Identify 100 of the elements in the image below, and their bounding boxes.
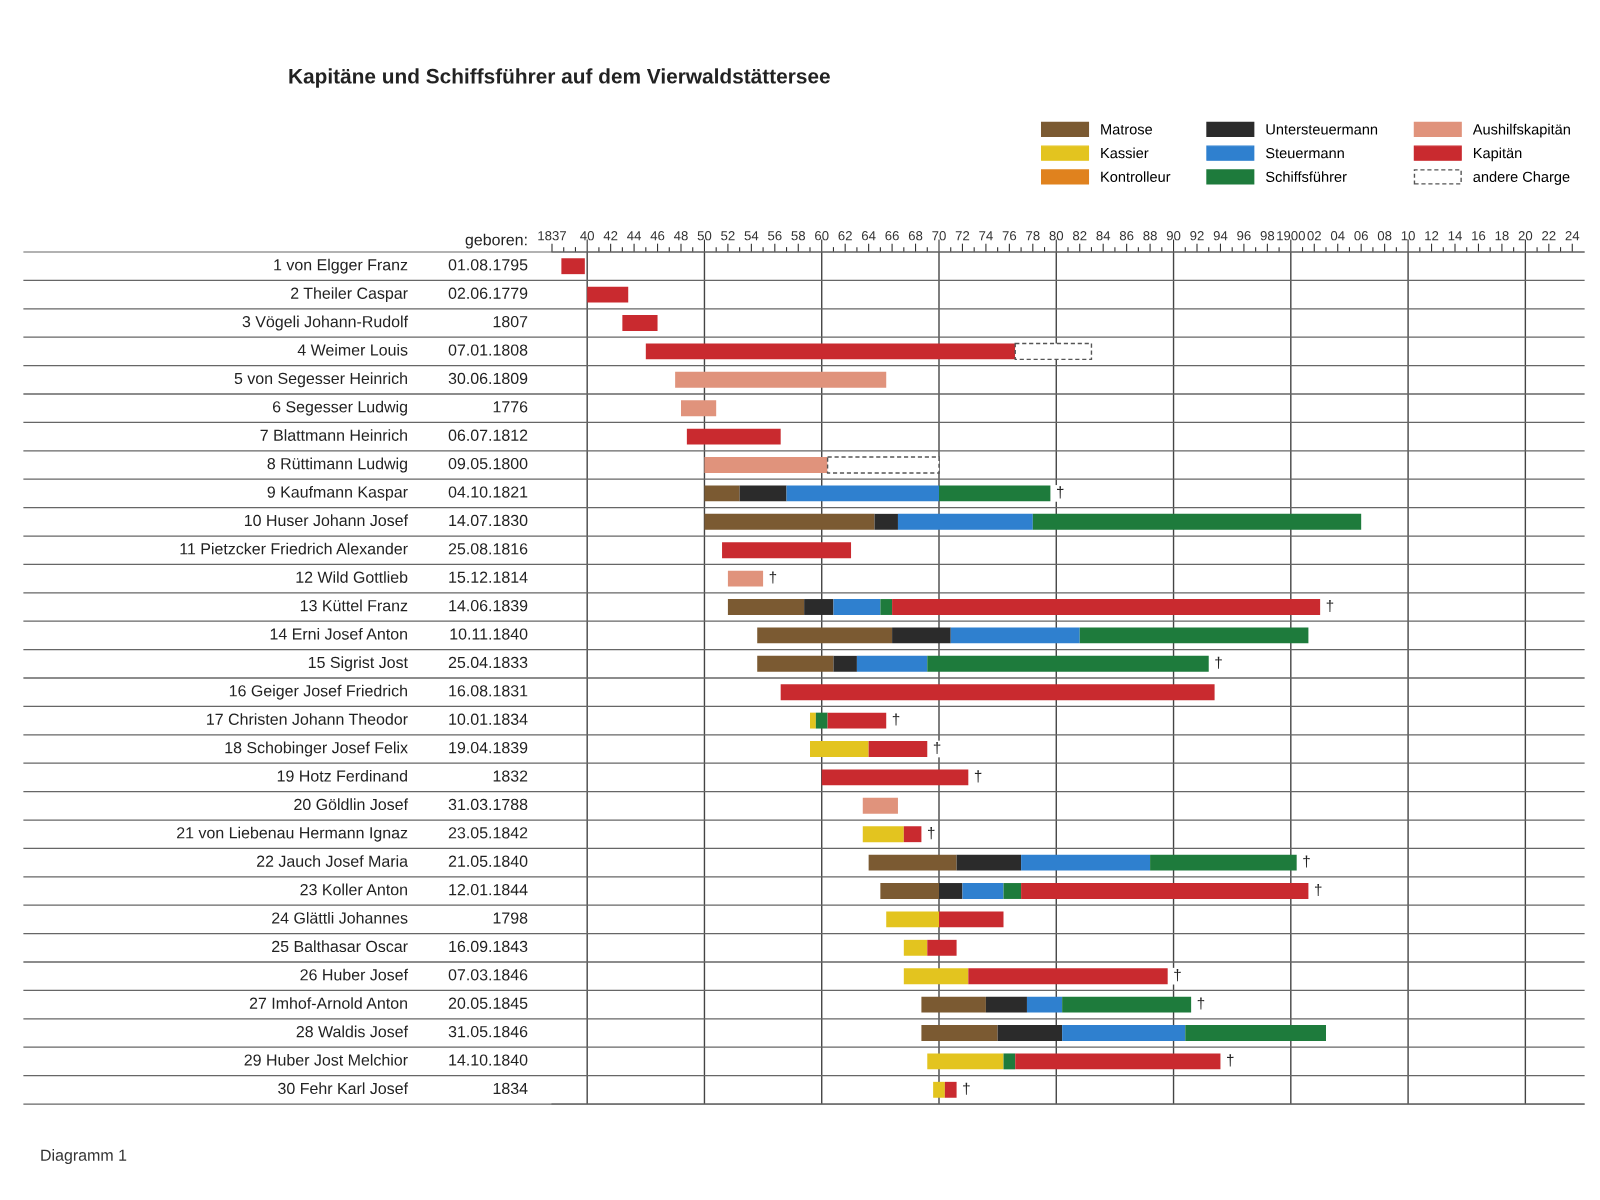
- x-tick-label: 50: [697, 231, 712, 241]
- y-tick-label: 4 Weimer Louis: [297, 343, 408, 356]
- x-tick-label: 06: [1354, 231, 1368, 241]
- legend-label: andere Charge: [1473, 171, 1570, 185]
- x-tick-label: 64: [861, 231, 876, 241]
- y-tick-label: 16 Geiger Josef Friedrich: [229, 684, 407, 700]
- annotation: †: [769, 571, 777, 584]
- x-tick-label: 90: [1166, 231, 1181, 241]
- x-tick-label: 58: [791, 231, 806, 241]
- x-tick-label: 46: [650, 231, 665, 241]
- x-tick-label: 16: [1472, 231, 1486, 241]
- y-tick-label: 14 Erni Josef Anton: [270, 627, 407, 640]
- x-tick-label: 66: [885, 231, 899, 241]
- y-tick-label: 30 Fehr Karl Josef: [278, 1082, 409, 1095]
- y2-tick-label: 1798: [493, 912, 528, 924]
- y2-tick-label: 20.05.1845: [448, 997, 528, 1009]
- y2-tick-label: 10.11.1840: [450, 628, 528, 640]
- x-tick-label: 40: [580, 231, 594, 241]
- y2-tick-label: 07.03.1846: [448, 969, 528, 981]
- legend-label: Matrose: [1101, 124, 1153, 135]
- y2-tick-label: 1776: [493, 401, 528, 413]
- x-tick-label: 10: [1401, 231, 1415, 241]
- y2-tick-label: 25.08.1816: [448, 543, 528, 555]
- legend-label: Kapitän: [1473, 147, 1522, 162]
- y2-tick-label: 21.05.1840: [448, 855, 528, 867]
- y2-tick-label: 14.06.1839: [449, 599, 528, 612]
- x-tick-label: 70: [932, 231, 946, 241]
- x-tick-label: 82: [1072, 231, 1087, 241]
- legend-label: Kontrolleur: [1101, 171, 1171, 182]
- x-tick-label: 94: [1213, 231, 1228, 241]
- x-tick-label: 08: [1377, 231, 1392, 241]
- x-tick-label: 88: [1143, 231, 1157, 241]
- annotation: †: [1174, 969, 1181, 982]
- x-tick-label: 52: [721, 231, 735, 241]
- y2-tick-label: 14.10.1840: [449, 1054, 528, 1066]
- y-tick-label: 6 Segesser Ludwig: [272, 400, 407, 416]
- x-tick-label: 04: [1330, 231, 1345, 241]
- y-tick-label: 17 Christen Johann Theodor: [207, 713, 408, 725]
- y-tick-label: 23 Koller Anton: [300, 883, 407, 896]
- text: Diagramm 1: [41, 1149, 127, 1164]
- annotation: †: [1227, 1054, 1234, 1067]
- y-tick-label: 20 Göldlin Josef: [294, 798, 409, 811]
- y2-tick-label: 1807: [493, 315, 528, 328]
- x-tick-label: 02: [1307, 231, 1321, 241]
- y-tick-label: 29 Huber Jost Melchior: [244, 1053, 408, 1066]
- x-tick-label: 62: [838, 231, 852, 241]
- y-tick-label: 10 Huser Johann Josef: [244, 514, 409, 527]
- y2-tick-label: 06.07.1812: [448, 429, 528, 441]
- y2-tick-label: 01.08.1795: [448, 259, 528, 271]
- annotation: †: [1056, 486, 1064, 499]
- annotation: †: [1197, 997, 1205, 1010]
- x-tick-label: 1837: [538, 231, 567, 241]
- x-tick-label: 14: [1448, 231, 1462, 241]
- y-tick-label: 1 von Elgger Franz: [274, 258, 408, 274]
- legend-label: Schiffsführer: [1266, 171, 1347, 182]
- y-tick-label: 2 Theiler Caspar: [291, 287, 408, 303]
- y-tick-label: 11 Pietzcker Friedrich Alexander: [180, 542, 408, 555]
- x-tick-label: 98: [1260, 231, 1275, 241]
- y2-axis-title: geboren:: [465, 233, 527, 249]
- x-tick-label: 44: [627, 231, 642, 241]
- y-tick-label: 7 Blattmann Heinrich: [260, 429, 407, 441]
- y-tick-label: 15 Sigrist Jost: [308, 656, 408, 672]
- y2-tick-label: 19.04.1839: [449, 741, 528, 754]
- y2-tick-label: 31.05.1846: [448, 1025, 528, 1038]
- x-tick-label: 54: [744, 231, 759, 241]
- x-tick-label: 24: [1565, 231, 1580, 241]
- x-tick-label: 74: [979, 231, 993, 241]
- y2-tick-label: 15.12.1814: [449, 571, 528, 583]
- y-tick-label: 8 Rüttimann Ludwig: [267, 457, 407, 473]
- legend-label: Kassier: [1101, 147, 1149, 159]
- y2-tick-label: 07.01.1808: [448, 344, 528, 356]
- y-tick-label: 18 Schobinger Josef Felix: [225, 741, 408, 757]
- y2-tick-label: 09.05.1800: [448, 457, 528, 470]
- x-tick-label: 84: [1096, 231, 1111, 241]
- x-tick-label: 60: [815, 231, 829, 241]
- legend-label: Steuermann: [1266, 147, 1344, 159]
- annotation: †: [933, 741, 941, 754]
- y-tick-label: 9 Kaufmann Kaspar: [267, 485, 408, 501]
- y2-tick-label: 14.07.1830: [449, 514, 528, 527]
- y-tick-label: 28 Waldis Josef: [296, 1025, 409, 1038]
- x-tick-label: 56: [768, 231, 782, 241]
- chart-title: Kapitäne und Schiffsführer auf dem Vierwaldstättersee: [289, 68, 830, 88]
- x-tick-label: 78: [1026, 231, 1040, 241]
- y2-tick-label: 10.01.1834: [449, 713, 528, 725]
- x-tick-label: 20: [1518, 231, 1533, 241]
- y-tick-label: 22 Jauch Josef Maria: [257, 855, 409, 867]
- y-tick-label: 25 Balthasar Oscar: [272, 940, 408, 953]
- y-tick-label: 12 Wild Gottlieb: [296, 571, 408, 583]
- annotation: †: [1326, 599, 1334, 612]
- x-tick-label: 1900: [1277, 231, 1305, 241]
- y2-tick-label: 02.06.1779: [448, 287, 528, 299]
- x-tick-label: 12: [1425, 231, 1439, 241]
- x-tick-label: 18: [1495, 231, 1509, 241]
- y2-tick-label: 23.05.1842: [448, 827, 528, 839]
- y2-tick-label: 04.10.1821: [448, 486, 528, 498]
- y-tick-label: 13 Küttel Franz: [300, 599, 408, 612]
- y-tick-label: 26 Huber Josef: [300, 968, 409, 981]
- legend-label: Aushilfskapitän: [1472, 123, 1570, 138]
- x-tick-label: 68: [908, 231, 923, 241]
- y2-tick-label: 1834: [493, 1082, 528, 1095]
